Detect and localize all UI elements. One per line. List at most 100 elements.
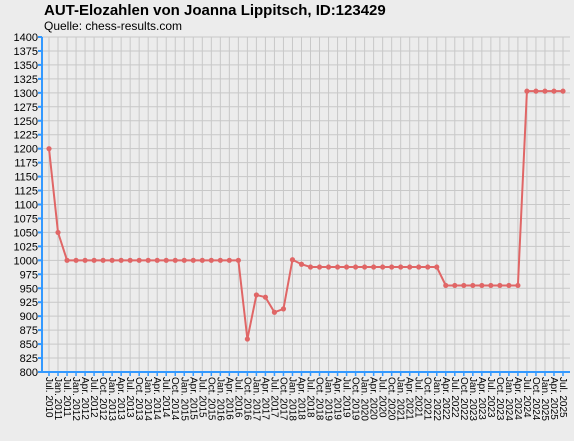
data-point (307, 264, 314, 270)
data-point (533, 88, 539, 94)
x-tick-label: Apr. 2014 (151, 377, 162, 420)
x-tick-label: Apr. 2024 (512, 377, 523, 420)
data-point (352, 264, 359, 270)
y-tick-label: 875 (20, 325, 38, 337)
data-point (325, 264, 332, 270)
x-tick-label: Jan. 2023 (467, 377, 478, 421)
data-point (145, 257, 151, 263)
x-tick-label: Jan. 2013 (106, 377, 117, 421)
data-point (398, 264, 404, 270)
data-point (389, 264, 395, 270)
x-tick-label: Apr. 2022 (440, 377, 451, 420)
data-point (362, 264, 368, 270)
data-point (470, 282, 476, 289)
data-point (208, 257, 214, 263)
data-line (48, 90, 563, 340)
y-tick-label: 1175 (14, 158, 38, 170)
x-tick-label: Oct. 2018 (314, 377, 325, 421)
x-tick-label: Jul. 2020 (377, 377, 388, 418)
x-tick-label: Jul. 2023 (485, 377, 496, 418)
x-tick-label: Jul. 2017 (268, 377, 279, 418)
x-tick-label: Jul. 2015 (196, 377, 207, 418)
x-tick-label: Oct. 2020 (386, 377, 397, 421)
data-point (524, 88, 530, 94)
data-point (217, 257, 223, 263)
data-point (172, 257, 178, 263)
x-tick-label: Jan. 2012 (70, 377, 81, 421)
x-tick-label: Jul. 2016 (232, 377, 243, 418)
x-tick-label: Jul. 2019 (341, 377, 352, 418)
data-point (64, 257, 70, 263)
x-tick-label: Jul. 2024 (521, 377, 532, 418)
x-tick-label: Apr. 2020 (368, 377, 379, 420)
data-point (82, 257, 88, 263)
x-tick-label: Jan. 2024 (503, 377, 514, 421)
x-tick-label: Apr. 2015 (187, 377, 198, 420)
x-tick-label: Oct. 2024 (530, 377, 541, 421)
x-tick-label: Jan. 2017 (250, 377, 261, 421)
x-tick-label: Oct. 2012 (97, 377, 108, 421)
data-point (334, 264, 341, 270)
x-tick-label: Apr. 2017 (259, 377, 270, 420)
y-tick-label: 1050 (14, 227, 38, 239)
x-tick-label: Jan. 2022 (431, 377, 442, 421)
x-tick-label: Oct. 2016 (241, 377, 252, 421)
x-tick-label: Jan. 2025 (539, 377, 550, 421)
x-tick-label: Apr. 2025 (548, 377, 559, 420)
data-point (416, 264, 422, 270)
x-tick-label: Jul. 2022 (449, 377, 460, 418)
data-point (118, 257, 124, 263)
data-point (226, 257, 232, 263)
y-tick-label: 950 (20, 283, 38, 295)
chart-title: AUT-Elozahlen von Joanna Lippitsch, ID:1… (44, 2, 386, 19)
data-point (91, 257, 97, 263)
data-point (560, 88, 566, 94)
x-tick-label: Jan. 2011 (52, 377, 63, 421)
data-point (181, 257, 187, 263)
y-tick-label: 1125 (14, 186, 38, 198)
x-tick-label: Apr. 2016 (223, 377, 234, 420)
y-tick-label: 1000 (14, 255, 38, 267)
x-tick-label: Jul. 2021 (413, 377, 424, 418)
x-tick-label: Apr. 2018 (295, 377, 306, 420)
y-tick-label: 800 (20, 367, 38, 379)
data-point (380, 264, 386, 270)
data-point (235, 257, 241, 263)
x-tick-label: Oct. 2017 (277, 377, 288, 421)
data-point (515, 282, 521, 289)
data-point (434, 264, 440, 270)
chart-subtitle: Quelle: chess-results.com (44, 19, 182, 33)
data-point (479, 282, 485, 289)
data-point (461, 282, 467, 289)
y-tick-label: 1250 (14, 116, 38, 128)
x-tick-label: Oct. 2019 (350, 377, 361, 421)
y-tick-label: 1350 (14, 60, 38, 72)
y-tick-label: 825 (20, 353, 38, 365)
y-tick-label: 1025 (14, 241, 38, 253)
data-point (551, 88, 557, 94)
y-tick-label: 1325 (14, 74, 38, 86)
x-tick-label: Jul. 2013 (124, 377, 135, 418)
x-tick-label: Apr. 2019 (332, 377, 343, 420)
data-point (407, 264, 413, 270)
data-point (371, 264, 377, 270)
y-tick-label: 1200 (14, 144, 38, 156)
x-tick-label: Apr. 2013 (115, 377, 126, 420)
x-tick-label: Jan. 2020 (359, 377, 370, 421)
y-tick-label: 1375 (14, 46, 38, 58)
x-tick-label: Jul. 2010 (43, 377, 54, 418)
data-point (280, 306, 287, 312)
data-point (136, 257, 142, 263)
data-point (425, 264, 431, 270)
data-point (46, 146, 52, 152)
data-point (262, 294, 269, 300)
y-tick-label: 1150 (14, 172, 38, 184)
data-point (443, 282, 449, 289)
data-point (253, 292, 260, 298)
x-tick-label: Oct. 2014 (169, 377, 180, 421)
x-tick-label: Oct. 2013 (133, 377, 144, 421)
y-tick-label: 1400 (14, 32, 38, 44)
x-tick-label: Jan. 2016 (214, 377, 225, 421)
data-point (55, 229, 61, 236)
